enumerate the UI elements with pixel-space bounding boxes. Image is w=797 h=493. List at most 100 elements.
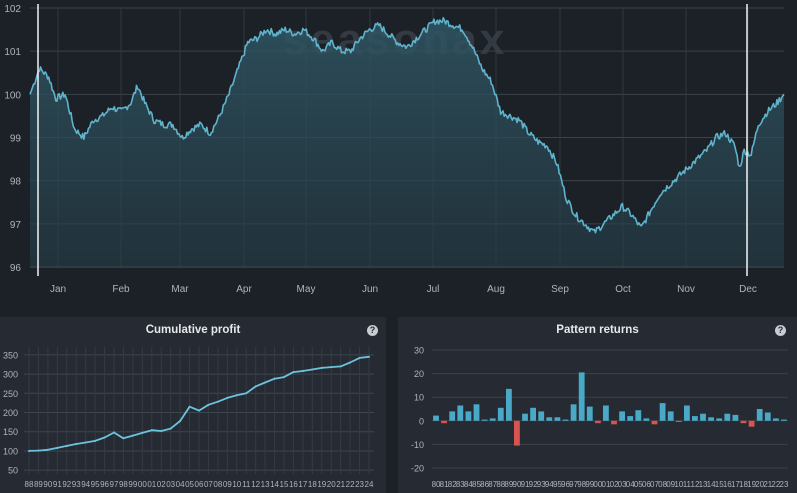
cum-x-tick-label: 98: [119, 480, 128, 489]
cum-data-point[interactable]: [122, 437, 125, 440]
pattern-bar-positive[interactable]: [562, 419, 569, 421]
pattern-bar-positive[interactable]: [457, 405, 464, 421]
pattern-bar-positive[interactable]: [603, 405, 609, 421]
pattern-bar-positive[interactable]: [724, 413, 731, 421]
pattern-bar-negative[interactable]: [675, 420, 682, 422]
pattern-bar-positive[interactable]: [497, 407, 504, 421]
cum-data-point[interactable]: [198, 409, 200, 412]
cum-data-point[interactable]: [330, 366, 333, 369]
pattern-bar-positive[interactable]: [619, 411, 625, 421]
pat-x-tick-label: 18: [739, 480, 748, 489]
pattern-bar-positive[interactable]: [627, 416, 634, 421]
pattern-bar-positive[interactable]: [667, 411, 674, 421]
cum-data-point[interactable]: [216, 400, 219, 403]
pattern-bar-positive[interactable]: [546, 417, 553, 421]
cum-data-point[interactable]: [46, 448, 49, 451]
pattern-bar-positive[interactable]: [732, 414, 739, 421]
pattern-bar-positive[interactable]: [554, 417, 561, 421]
pat-x-tick-label: 23: [780, 480, 789, 489]
pattern-bar-positive[interactable]: [538, 411, 545, 421]
cum-x-tick-label: 08: [213, 480, 222, 489]
cum-data-point[interactable]: [226, 396, 229, 399]
pat-x-tick-label: 12: [691, 480, 700, 489]
help-icon[interactable]: ?: [775, 325, 786, 336]
pattern-bar-positive[interactable]: [692, 416, 698, 421]
cum-y-tick-label: 250: [3, 389, 18, 399]
cum-data-point[interactable]: [84, 441, 87, 444]
cum-data-point[interactable]: [320, 366, 323, 369]
cum-data-point[interactable]: [301, 369, 304, 372]
cum-data-point[interactable]: [169, 427, 172, 430]
cum-data-point[interactable]: [113, 431, 115, 434]
pattern-bar-positive[interactable]: [433, 415, 439, 421]
pattern-bar-positive[interactable]: [700, 413, 706, 421]
pat-y-tick-label: -20: [411, 464, 424, 474]
pattern-bar-positive[interactable]: [578, 372, 585, 421]
pattern-bar-positive[interactable]: [489, 418, 496, 421]
pattern-bar-positive[interactable]: [465, 411, 472, 421]
pattern-bar-positive[interactable]: [570, 404, 577, 421]
pattern-bar-positive[interactable]: [481, 419, 488, 421]
pattern-bar-positive[interactable]: [773, 418, 779, 421]
pattern-bar-positive[interactable]: [530, 407, 536, 421]
cum-data-point[interactable]: [65, 444, 68, 447]
pattern-bar-positive[interactable]: [716, 418, 723, 421]
help-icon[interactable]: ?: [367, 325, 378, 336]
main-y-tick-label: 100: [4, 90, 21, 101]
pat-x-tick-label: 96: [561, 480, 570, 489]
pattern-bar-positive[interactable]: [756, 409, 763, 421]
pattern-bar-positive[interactable]: [781, 419, 787, 421]
pattern-bar-positive[interactable]: [506, 388, 512, 421]
pat-x-tick-label: 02: [610, 480, 619, 489]
cum-data-point[interactable]: [94, 439, 97, 442]
pattern-bar-negative[interactable]: [441, 420, 447, 424]
cum-x-tick-label: 22: [346, 480, 355, 489]
pattern-bar-positive[interactable]: [473, 404, 480, 421]
cum-x-tick-label: 06: [195, 480, 204, 489]
cum-data-point[interactable]: [103, 436, 106, 439]
pattern-bar-positive[interactable]: [684, 405, 690, 421]
cum-data-point[interactable]: [283, 376, 285, 379]
cum-data-point[interactable]: [131, 434, 134, 437]
pattern-bar-negative[interactable]: [748, 420, 755, 427]
main-area-fill: [30, 17, 784, 267]
pattern-bar-positive[interactable]: [659, 403, 666, 421]
pattern-bar-positive[interactable]: [586, 406, 593, 421]
cum-data-point[interactable]: [75, 443, 78, 446]
pattern-bar-positive[interactable]: [708, 417, 714, 421]
pattern-bar-positive[interactable]: [764, 412, 771, 421]
cum-x-tick-label: 05: [185, 480, 194, 489]
cum-data-point[interactable]: [56, 446, 59, 449]
cum-data-point[interactable]: [160, 429, 163, 432]
cum-data-point[interactable]: [37, 449, 40, 452]
cum-data-point[interactable]: [339, 365, 342, 368]
pattern-bar-positive[interactable]: [522, 413, 528, 421]
cum-data-point[interactable]: [235, 394, 238, 397]
cum-data-point[interactable]: [292, 371, 295, 374]
cum-data-point[interactable]: [28, 449, 30, 452]
cum-data-point[interactable]: [311, 368, 314, 371]
cum-data-point[interactable]: [245, 392, 248, 395]
pattern-bar-positive[interactable]: [635, 410, 642, 421]
pattern-bar-negative[interactable]: [514, 420, 520, 446]
cum-data-point[interactable]: [358, 356, 361, 359]
pattern-bar-negative[interactable]: [740, 420, 747, 424]
cum-x-tick-label: 12: [251, 480, 260, 489]
cum-data-point[interactable]: [207, 403, 210, 406]
cum-data-point[interactable]: [254, 385, 257, 388]
pattern-bar-negative[interactable]: [651, 420, 658, 425]
pattern-bar-negative[interactable]: [595, 420, 601, 424]
cum-data-point[interactable]: [150, 429, 153, 432]
cum-data-point[interactable]: [188, 405, 191, 408]
cum-data-point[interactable]: [349, 361, 352, 364]
pat-x-tick-label: 17: [731, 480, 740, 489]
pattern-bar-negative[interactable]: [611, 420, 617, 425]
pattern-bar-positive[interactable]: [643, 418, 650, 421]
cum-data-point[interactable]: [264, 381, 267, 384]
cum-data-point[interactable]: [179, 419, 182, 422]
pattern-bar-positive[interactable]: [449, 411, 456, 421]
pat-y-tick-label: 20: [414, 369, 424, 379]
cum-data-point[interactable]: [273, 377, 276, 380]
cum-data-point[interactable]: [368, 355, 370, 358]
cum-data-point[interactable]: [141, 431, 144, 434]
